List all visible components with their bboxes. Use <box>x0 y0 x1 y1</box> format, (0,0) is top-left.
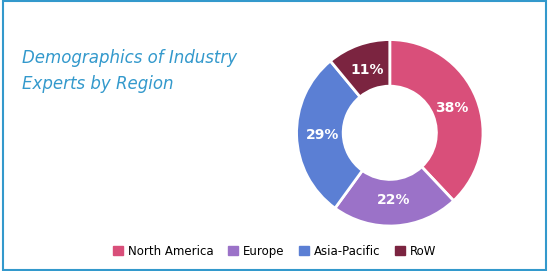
Wedge shape <box>296 61 362 208</box>
Text: 11%: 11% <box>350 63 384 77</box>
Text: 29%: 29% <box>306 128 339 142</box>
Wedge shape <box>390 40 483 201</box>
Legend: North America, Europe, Asia-Pacific, RoW: North America, Europe, Asia-Pacific, RoW <box>108 240 441 262</box>
Wedge shape <box>330 40 390 97</box>
Text: 38%: 38% <box>435 101 469 115</box>
Text: 22%: 22% <box>377 193 411 207</box>
Wedge shape <box>335 167 453 226</box>
Text: Demographics of Industry
Experts by Region: Demographics of Industry Experts by Regi… <box>22 49 237 93</box>
